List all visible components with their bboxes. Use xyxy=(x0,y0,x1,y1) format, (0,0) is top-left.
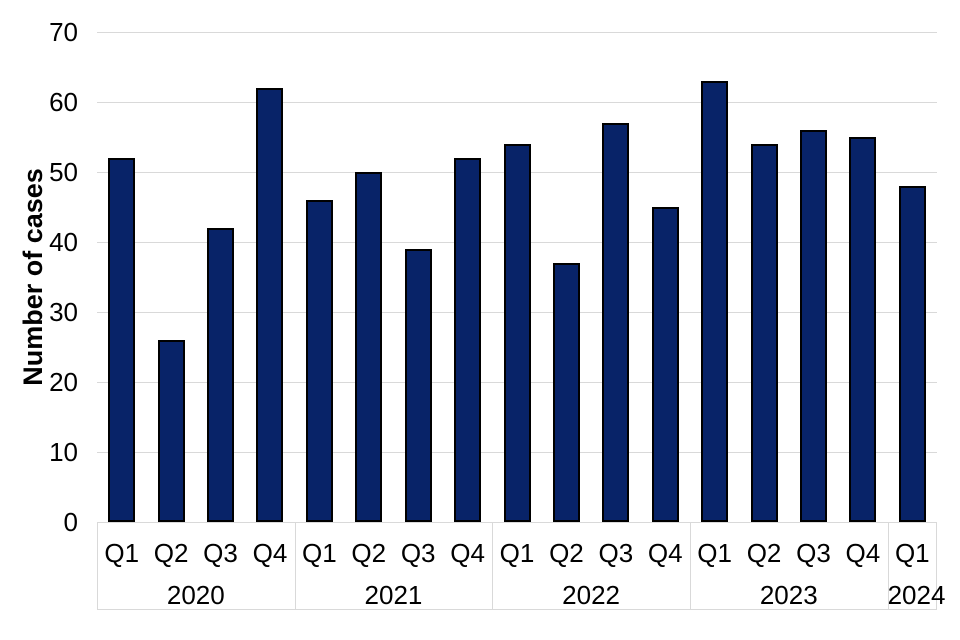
bar-q2-2022 xyxy=(552,263,580,522)
year-group-separator xyxy=(690,522,691,610)
x-axis-year-label: 2022 xyxy=(562,580,621,610)
x-axis-year-label: 2021 xyxy=(364,580,423,610)
year-group-separator xyxy=(492,522,493,610)
y-axis-tick-label: 40 xyxy=(49,227,78,257)
x-axis-quarter-label: Q2 xyxy=(549,538,584,568)
x-axis-quarter-label: Q2 xyxy=(351,538,387,568)
y-axis-tick-label: 70 xyxy=(49,17,78,47)
x-axis-quarter-label: Q4 xyxy=(252,538,288,568)
gridline xyxy=(97,32,937,33)
bar-q4-2020 xyxy=(256,88,284,522)
x-axis-quarter-label: Q1 xyxy=(697,538,732,568)
bar-q1-2020 xyxy=(108,158,136,522)
bar-q3-2023 xyxy=(799,130,827,522)
x-axis-quarter-label: Q1 xyxy=(302,538,337,568)
x-axis-quarter-label: Q3 xyxy=(400,538,436,568)
bar-q4-2022 xyxy=(651,207,679,522)
gridline xyxy=(97,102,937,103)
y-axis-tick-label: 0 xyxy=(63,507,78,537)
bar-q3-2022 xyxy=(602,123,630,522)
x-axis-year-label: 2023 xyxy=(759,580,818,610)
x-axis-quarter-label: Q1 xyxy=(499,538,535,568)
bar-q1-2024 xyxy=(898,186,926,522)
y-axis-tick-label: 10 xyxy=(49,437,78,467)
x-axis-quarter-label: Q3 xyxy=(598,538,634,568)
x-axis-year-label: 2024 xyxy=(887,580,946,610)
y-axis-tick-label: 30 xyxy=(49,297,78,327)
x-axis-quarter-label: Q1 xyxy=(894,538,930,568)
x-axis-quarter-label: Q2 xyxy=(153,538,189,568)
bar-q1-2022 xyxy=(503,144,531,522)
x-axis-quarter-label: Q4 xyxy=(450,538,485,568)
bar-q4-2021 xyxy=(454,158,482,522)
x-axis-quarter-label: Q2 xyxy=(746,538,782,568)
y-axis-tick-label: 20 xyxy=(49,367,78,397)
bar-q1-2021 xyxy=(305,200,333,522)
x-axis-quarter-label: Q3 xyxy=(796,538,831,568)
bar-q2-2020 xyxy=(157,340,185,522)
x-axis-year-label: 2020 xyxy=(166,580,225,610)
y-axis-tick-label: 60 xyxy=(49,87,78,117)
bar-q2-2023 xyxy=(750,144,778,522)
bar-q4-2023 xyxy=(849,137,877,522)
x-axis-quarter-label: Q4 xyxy=(647,538,683,568)
year-group-separator xyxy=(888,522,889,610)
x-axis-quarter-label: Q4 xyxy=(845,538,881,568)
bar-q2-2021 xyxy=(355,172,383,522)
x-axis-quarter-label: Q3 xyxy=(203,538,238,568)
x-axis-box xyxy=(97,522,937,610)
year-group-separator xyxy=(295,522,296,610)
bar-q3-2020 xyxy=(207,228,235,522)
y-axis-tick-label: 50 xyxy=(49,157,78,187)
bar-q1-2023 xyxy=(701,81,729,522)
x-axis-quarter-label: Q1 xyxy=(104,538,140,568)
bar-q3-2021 xyxy=(404,249,432,522)
